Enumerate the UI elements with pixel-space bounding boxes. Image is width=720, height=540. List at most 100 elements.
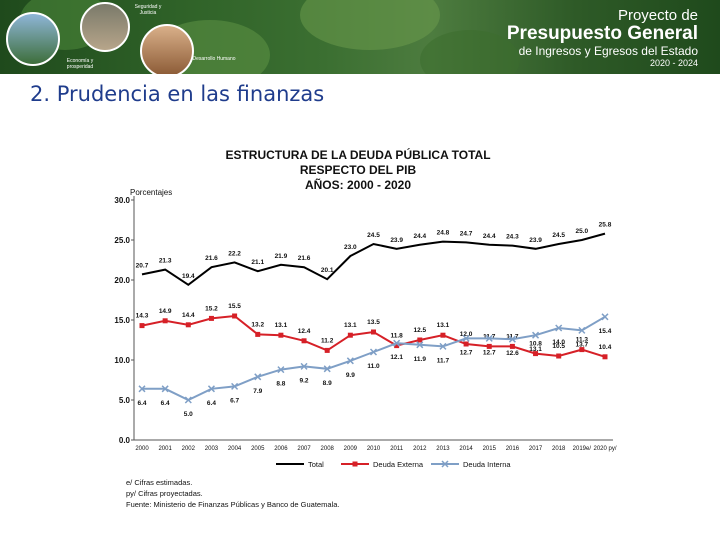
- x-tick-label: 2011: [390, 446, 404, 452]
- data-label: 24.3: [506, 234, 519, 241]
- data-point-marker: [371, 329, 376, 335]
- data-label: 5.0: [184, 411, 193, 418]
- x-tick-label: 2004: [228, 446, 242, 452]
- data-point-marker: [231, 382, 239, 390]
- data-point-marker: [578, 326, 586, 334]
- data-point-marker: [486, 343, 492, 349]
- data-point-marker: [579, 347, 585, 353]
- data-label: 13.5: [367, 319, 380, 326]
- y-tick-label: 25.0: [114, 236, 130, 245]
- logo-line-4: 2020 - 2024: [649, 58, 698, 68]
- data-label: 21.3: [159, 258, 172, 265]
- series-line-total: [141, 232, 606, 287]
- data-point-marker: [161, 385, 169, 393]
- y-tick-label: 5.0: [119, 396, 131, 405]
- y-tick-label: 30.0: [114, 196, 130, 205]
- data-label: 21.6: [205, 255, 218, 262]
- data-point-marker: [301, 338, 307, 344]
- data-point-marker: [393, 339, 401, 347]
- data-label: 23.0: [344, 244, 357, 251]
- data-point-marker: [555, 324, 563, 332]
- chart-title-line: AÑOS: 2000 - 2020: [305, 177, 411, 192]
- data-label: 6.4: [207, 400, 216, 407]
- data-point-marker: [439, 342, 447, 350]
- data-label: 11.7: [437, 357, 450, 364]
- data-label: 20.7: [136, 262, 149, 269]
- y-tick-label: 20.0: [114, 276, 130, 285]
- series-line-deuda-interna: [142, 315, 606, 402]
- data-point-marker: [462, 334, 470, 342]
- y-tick-label: 10.0: [114, 356, 130, 365]
- x-tick-label: 2003: [205, 446, 219, 452]
- data-label: 9.2: [300, 377, 309, 384]
- logo-line-3: de Ingresos y Egresos del Estado: [518, 44, 698, 58]
- data-point-marker: [254, 373, 262, 381]
- data-label: 21.9: [275, 253, 288, 260]
- human-development-label: Desarrollo Humano: [192, 56, 236, 62]
- y-tick-label: 0.0: [119, 436, 131, 445]
- data-label: 24.5: [367, 232, 380, 239]
- data-label: 24.5: [552, 232, 565, 239]
- data-label: 23.9: [390, 237, 403, 244]
- security-label: Seguridad y Justicia: [134, 4, 162, 16]
- data-point-marker: [277, 366, 285, 374]
- data-label: 6.7: [230, 397, 239, 404]
- legend-label: Deuda Externa: [373, 460, 424, 469]
- data-point-marker: [278, 332, 284, 338]
- data-label: 12.1: [390, 354, 403, 361]
- chart-footnote: py/ Cifras proyectadas.: [126, 489, 203, 498]
- data-point-marker: [556, 353, 562, 359]
- data-point-marker: [138, 385, 146, 393]
- data-label: 12.7: [483, 349, 496, 356]
- data-point-marker: [485, 334, 493, 342]
- data-point-marker: [440, 332, 446, 338]
- data-label: 12.5: [413, 327, 426, 334]
- chart-title-line: RESPECTO DEL PIB: [300, 163, 417, 177]
- x-tick-label: 2018: [552, 446, 566, 452]
- data-label: 11.8: [391, 333, 404, 340]
- data-point-marker: [347, 332, 353, 338]
- debt-chart-panel: ESTRUCTURA DE LA DEUDA PÚBLICA TOTAL RESP…: [86, 137, 650, 520]
- section-title: 2. Prudencia en las finanzas: [30, 82, 325, 106]
- x-tick-label: 2007: [297, 446, 311, 452]
- foliage-decoration: [300, 0, 440, 50]
- data-label: 20.1: [321, 267, 334, 274]
- header-banner: Economía y prosperidad Seguridad y Justi…: [0, 0, 720, 74]
- x-tick-label: 2019e/: [573, 446, 592, 452]
- data-label: 12.4: [298, 328, 311, 335]
- debt-line-chart: ESTRUCTURA DE LA DEUDA PÚBLICA TOTALRESP…: [114, 147, 616, 509]
- x-tick-label: 2020 py/: [593, 446, 616, 452]
- data-point-marker: [533, 351, 539, 357]
- data-label: 14.0: [552, 339, 565, 346]
- data-label: 6.4: [161, 400, 170, 407]
- x-tick-label: 2016: [506, 446, 520, 452]
- data-label: 9.9: [346, 372, 355, 379]
- data-label: 12.6: [506, 350, 519, 357]
- data-label: 7.9: [253, 388, 262, 395]
- data-label: 11.3: [576, 337, 589, 344]
- data-point-marker: [162, 318, 168, 324]
- budget-project-logo: Proyecto de Presupuesto General de Ingre…: [507, 8, 698, 69]
- data-point-marker: [255, 331, 261, 337]
- data-label: 15.4: [599, 328, 612, 335]
- chart-footnote: e/ Cifras estimadas.: [126, 478, 192, 487]
- data-label: 12.7: [460, 349, 473, 356]
- x-tick-label: 2002: [182, 446, 196, 452]
- data-label: 11.9: [414, 356, 427, 363]
- x-tick-label: 2001: [158, 446, 172, 452]
- data-point-marker: [185, 322, 191, 328]
- data-label: 13.1: [275, 322, 288, 329]
- data-label: 11.0: [367, 363, 380, 370]
- chart-title-line: ESTRUCTURA DE LA DEUDA PÚBLICA TOTAL: [225, 147, 490, 162]
- x-tick-label: 2017: [529, 446, 543, 452]
- data-label: 8.8: [276, 381, 285, 388]
- human-development-photo-circle: [140, 24, 194, 74]
- x-tick-label: 2013: [436, 446, 450, 452]
- x-tick-label: 2006: [274, 446, 288, 452]
- x-tick-label: 2015: [483, 446, 497, 452]
- data-label: 15.5: [228, 303, 241, 310]
- data-label: 13.1: [344, 322, 357, 329]
- data-label: 24.8: [437, 230, 450, 237]
- data-label: 8.9: [323, 380, 332, 387]
- data-label: 6.4: [137, 400, 146, 407]
